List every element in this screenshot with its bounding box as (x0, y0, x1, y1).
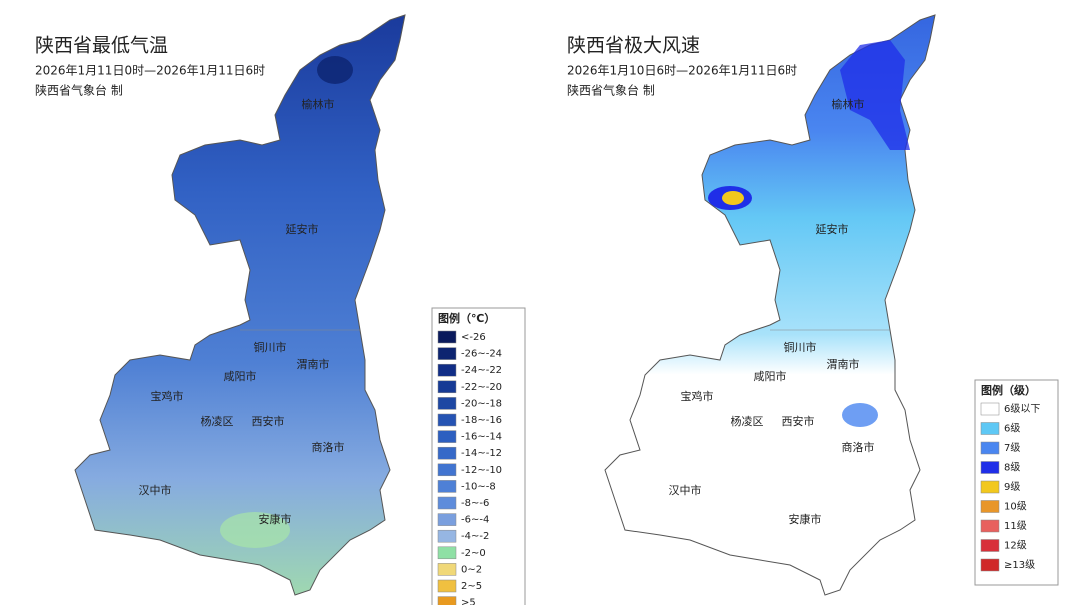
city-label: 榆林市 (302, 97, 335, 111)
legend-swatch (437, 330, 457, 344)
legend-swatch (437, 397, 457, 410)
legend-label: 6级以下 (1004, 403, 1040, 415)
cold-core (317, 56, 353, 84)
legend-swatch (437, 446, 457, 460)
map-title: 陕西省极大风速 (567, 35, 700, 57)
wind-map-group (604, 14, 936, 596)
legend-label: 10级 (1004, 501, 1027, 513)
legend-swatch (980, 441, 1000, 455)
city-label: 杨凌区 (731, 414, 764, 428)
map-period: 2026年1月10日6时—2026年1月11日6时 (567, 64, 797, 78)
level7-east (842, 403, 878, 427)
legend-label: -16~-14 (461, 432, 502, 443)
city-label: 杨凌区 (201, 414, 234, 428)
legend-swatch (980, 402, 1000, 416)
legend-swatch (437, 513, 457, 526)
legend-label: ≥13级 (1004, 559, 1035, 571)
legend-swatch (437, 546, 457, 560)
legend-label: 0~2 (461, 564, 482, 575)
city-label: 宝鸡市 (681, 389, 714, 403)
legend-label: 11级 (1004, 520, 1027, 532)
map-issuer: 陕西省气象台 制 (567, 83, 655, 98)
city-label: 铜川市 (254, 340, 287, 354)
legend-swatch (980, 500, 1000, 513)
legend-swatch (980, 519, 1000, 533)
city-label: 西安市 (252, 414, 285, 428)
legend-label: -12~-10 (461, 465, 502, 476)
legend-label: -14~-12 (461, 448, 502, 459)
legend-swatch (437, 463, 457, 477)
min-temp-map (74, 14, 406, 596)
legend-label: 6级 (1004, 423, 1020, 435)
legend-swatch (437, 596, 457, 609)
city-label: 延安市 (286, 222, 319, 236)
city-label: 渭南市 (297, 357, 330, 371)
warm-area (220, 512, 290, 548)
legend-title: 图例（℃） (438, 311, 495, 325)
legend-label: -20~-18 (461, 398, 502, 409)
map-title: 陕西省最低气温 (35, 35, 168, 57)
legend-label: -2~0 (461, 548, 486, 559)
city-label: 铜川市 (784, 340, 817, 354)
legend-label: -22~-20 (461, 382, 502, 393)
city-label: 宝鸡市 (151, 389, 184, 403)
legend-label: 7级 (1004, 442, 1020, 454)
legend-label: <-26 (461, 332, 486, 343)
city-label: 商洛市 (842, 440, 875, 454)
legend-label: -10~-8 (461, 481, 496, 492)
legend-label: -26~-24 (461, 349, 502, 360)
legend-swatch (437, 529, 457, 543)
legend-swatch (437, 347, 457, 360)
city-label: 汉中市 (139, 483, 172, 497)
city-label: 咸阳市 (224, 369, 257, 383)
legend-label: 2~5 (461, 581, 482, 592)
city-label: 西安市 (782, 414, 815, 428)
legend-label: 12级 (1004, 540, 1027, 552)
legend-swatch (980, 480, 1000, 494)
city-label: 榆林市 (832, 97, 865, 111)
legend-label: -4~-2 (461, 531, 489, 542)
legend-swatch (980, 558, 1000, 572)
legend-swatch (437, 363, 457, 377)
legend-label: 9级 (1004, 481, 1020, 493)
city-label: 渭南市 (827, 357, 860, 371)
city-label: 商洛市 (312, 440, 345, 454)
legend-label: -18~-16 (461, 415, 502, 426)
legend-swatch (980, 539, 1000, 552)
legend-swatch (437, 579, 457, 593)
map-issuer: 陕西省气象台 制 (35, 83, 123, 98)
legend-swatch (980, 422, 1000, 435)
city-label: 安康市 (259, 512, 292, 526)
level8-area (840, 40, 910, 150)
city-label: 安康市 (789, 512, 822, 526)
legend-title: 图例（级） (981, 383, 1036, 397)
legend-label: -6~-4 (461, 515, 489, 526)
legend-swatch (437, 496, 457, 510)
legend-swatch (437, 430, 457, 443)
legend-label: 8级 (1004, 462, 1020, 474)
legend-label: -8~-6 (461, 498, 489, 509)
legend-swatch (437, 380, 457, 394)
city-label: 咸阳市 (754, 369, 787, 383)
city-label: 延安市 (816, 222, 849, 236)
map-period: 2026年1月11日0时—2026年1月11日6时 (35, 64, 265, 78)
city-label: 汉中市 (669, 483, 702, 497)
level9-spot (722, 191, 744, 205)
legend-swatch (437, 480, 457, 493)
legend-swatch (437, 413, 457, 427)
legend-label: >5 (461, 598, 476, 605)
legend-label: -24~-22 (461, 365, 502, 376)
legend-swatch (980, 461, 1000, 474)
legend-swatch (437, 563, 457, 576)
